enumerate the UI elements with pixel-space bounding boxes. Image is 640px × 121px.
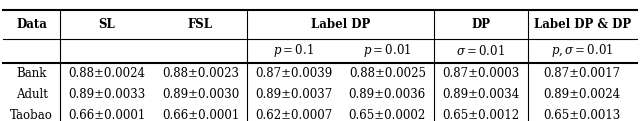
Text: FSL: FSL <box>188 18 213 31</box>
Text: 0.87±0.0017: 0.87±0.0017 <box>543 67 621 80</box>
Text: 0.65±0.0013: 0.65±0.0013 <box>543 109 621 121</box>
Text: 0.89±0.0037: 0.89±0.0037 <box>255 88 333 101</box>
Text: $p=0.01$: $p=0.01$ <box>363 42 412 59</box>
Text: 0.89±0.0024: 0.89±0.0024 <box>543 88 621 101</box>
Text: 0.87±0.0003: 0.87±0.0003 <box>442 67 520 80</box>
Text: $p=0.1$: $p=0.1$ <box>273 42 314 59</box>
Text: 0.65±0.0012: 0.65±0.0012 <box>442 109 519 121</box>
Text: 0.89±0.0033: 0.89±0.0033 <box>68 88 145 101</box>
Text: 0.87±0.0039: 0.87±0.0039 <box>255 67 333 80</box>
Text: 0.65±0.0002: 0.65±0.0002 <box>349 109 426 121</box>
Text: 0.89±0.0036: 0.89±0.0036 <box>349 88 426 101</box>
Text: 0.88±0.0024: 0.88±0.0024 <box>68 67 145 80</box>
Text: Label DP: Label DP <box>311 18 370 31</box>
Text: 0.88±0.0025: 0.88±0.0025 <box>349 67 426 80</box>
Text: 0.89±0.0030: 0.89±0.0030 <box>162 88 239 101</box>
Text: Bank: Bank <box>17 67 47 80</box>
Text: 0.62±0.0007: 0.62±0.0007 <box>255 109 333 121</box>
Text: 0.89±0.0034: 0.89±0.0034 <box>442 88 520 101</box>
Text: $\sigma=0.01$: $\sigma=0.01$ <box>456 44 505 58</box>
Text: 0.88±0.0023: 0.88±0.0023 <box>162 67 239 80</box>
Text: Data: Data <box>16 18 47 31</box>
Text: Taobao: Taobao <box>10 109 53 121</box>
Text: 0.66±0.0001: 0.66±0.0001 <box>68 109 145 121</box>
Text: SL: SL <box>99 18 115 31</box>
Text: Adult: Adult <box>16 88 47 101</box>
Text: 0.66±0.0001: 0.66±0.0001 <box>162 109 239 121</box>
Text: DP: DP <box>471 18 490 31</box>
Text: $p,\sigma=0.01$: $p,\sigma=0.01$ <box>551 42 613 59</box>
Text: Label DP & DP: Label DP & DP <box>534 18 630 31</box>
